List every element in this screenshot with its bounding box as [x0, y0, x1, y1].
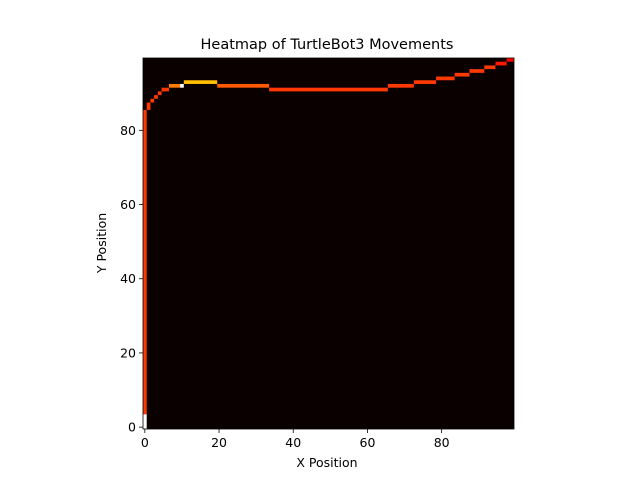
x-axis-ticks: 0 20 40 60 80	[141, 429, 450, 450]
heatmap-cell-segment	[469, 69, 485, 73]
heatmap-cells	[143, 58, 514, 429]
x-tick-label: 40	[285, 435, 301, 450]
chart-title: Heatmap of TurtleBot3 Movements	[201, 37, 454, 53]
heatmap-cell-segment	[183, 80, 218, 84]
y-tick-label: 80	[120, 123, 136, 138]
y-axis-label: Y Position	[94, 213, 109, 274]
heatmap-cell-segment	[269, 87, 388, 92]
heatmap-cell-segment	[150, 98, 155, 103]
heatmap-cell-segment	[413, 80, 437, 84]
y-axis-ticks: 0 20 40 60 80	[120, 123, 143, 435]
heatmap-cell-segment	[143, 414, 147, 429]
x-tick-label: 20	[211, 435, 227, 450]
heatmap-background	[143, 58, 514, 429]
y-tick-label: 40	[120, 271, 136, 286]
y-tick-label: 60	[120, 197, 136, 212]
heatmap-cell-segment	[180, 83, 184, 88]
plot-frame	[142, 57, 515, 430]
heatmap-cell-segment	[484, 65, 496, 70]
heatmap-cell-segment	[436, 76, 455, 81]
heatmap-cell-segment	[495, 61, 507, 66]
y-tick-label: 0	[128, 420, 136, 435]
x-tick-label: 60	[360, 435, 376, 450]
x-tick-label: 0	[141, 435, 149, 450]
heatmap-cell-segment	[154, 95, 158, 99]
heatmap-cell-segment	[387, 83, 414, 88]
heatmap-cell-segment	[161, 87, 169, 92]
heatmap-cell-segment	[168, 83, 181, 88]
heatmap-cell-segment	[506, 58, 514, 62]
x-axis-label: X Position	[296, 455, 357, 470]
heatmap-cell-segment	[454, 72, 470, 77]
y-tick-label: 20	[120, 345, 136, 360]
heatmap-cell-segment	[146, 102, 151, 110]
heatmap-cell-segment	[157, 91, 162, 96]
heatmap-cell-segment	[217, 83, 270, 88]
x-tick-label: 80	[434, 435, 450, 450]
heatmap-cell-segment	[143, 109, 147, 415]
